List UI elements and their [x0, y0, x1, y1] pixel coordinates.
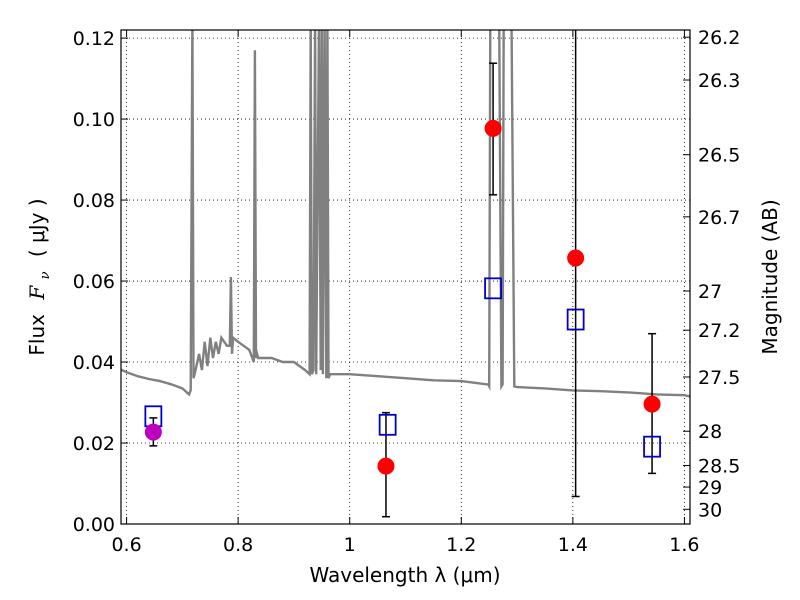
y-tick-label: 0.08: [73, 190, 115, 212]
synthetic-photometry-square: [643, 435, 661, 458]
model-spectrum-line: [121, 30, 690, 398]
mag-tick-label: 28: [698, 421, 722, 443]
mag-tick-label: 26.7: [698, 207, 740, 229]
y-axis-label: Flux F ν ( μJy ): [25, 198, 54, 355]
mag-tick-label: 29: [698, 477, 722, 499]
x-tick-label: 1.4: [558, 534, 588, 556]
synthetic-photometry-square: [566, 308, 585, 331]
x-tick-label: 1: [344, 534, 356, 556]
x-axis-label: Wavelength λ (μm): [309, 563, 500, 587]
observed-flux-point: [377, 457, 395, 475]
axis-ticks: 0.6 0.8 1 1.2 1.4 1.6 0.00 0.02 0.04 0.06 0.08 0.10…: [73, 27, 741, 556]
y-axis-label-text: Flux: [25, 314, 49, 356]
svg-text:Flux F ν ( μ: Flux F ν ( μJy ): [25, 198, 54, 355]
x-tick-label: 0.8: [223, 534, 253, 556]
mag-tick-label: 27.2: [698, 320, 740, 342]
optical-flux-point: [144, 423, 162, 441]
synthetic-photometry-square: [484, 277, 502, 300]
observed-flux-point: [643, 395, 661, 413]
y-tick-label: 0.12: [73, 28, 115, 50]
y-tick-label: 0.10: [73, 109, 115, 131]
grid-lines: [121, 30, 690, 525]
x-tick-label: 1.2: [446, 534, 476, 556]
mag-tick-label: 26.2: [698, 27, 740, 49]
y-tick-label: 0.02: [73, 433, 115, 455]
observed-flux-point: [484, 119, 502, 137]
mag-tick-label: 26.5: [698, 145, 740, 167]
y2-axis-label: Magnitude (AB): [758, 199, 782, 354]
mag-tick-label: 30: [698, 499, 722, 521]
y-axis-label-unit: ( μJy ): [25, 198, 49, 257]
x-tick-label: 0.6: [111, 534, 141, 556]
mag-tick-label: 27.5: [698, 367, 740, 389]
y-tick-label: 0.06: [73, 271, 115, 293]
plot-frame: [120, 29, 691, 525]
observed-flux-point: [567, 249, 585, 267]
mag-tick-label: 26.3: [698, 70, 740, 92]
y-tick-label: 0.00: [73, 514, 115, 536]
plot-area: [121, 30, 690, 518]
x-tick-label: 1.6: [669, 534, 699, 556]
mag-tick-label: 28.5: [698, 455, 740, 477]
synthetic-photometry-square: [378, 413, 397, 436]
mag-tick-label: 27: [698, 281, 722, 303]
y-tick-label: 0.04: [73, 352, 115, 374]
y-axis-label-subscript: ν: [38, 271, 53, 279]
y-axis-label-symbol: F: [25, 285, 49, 301]
